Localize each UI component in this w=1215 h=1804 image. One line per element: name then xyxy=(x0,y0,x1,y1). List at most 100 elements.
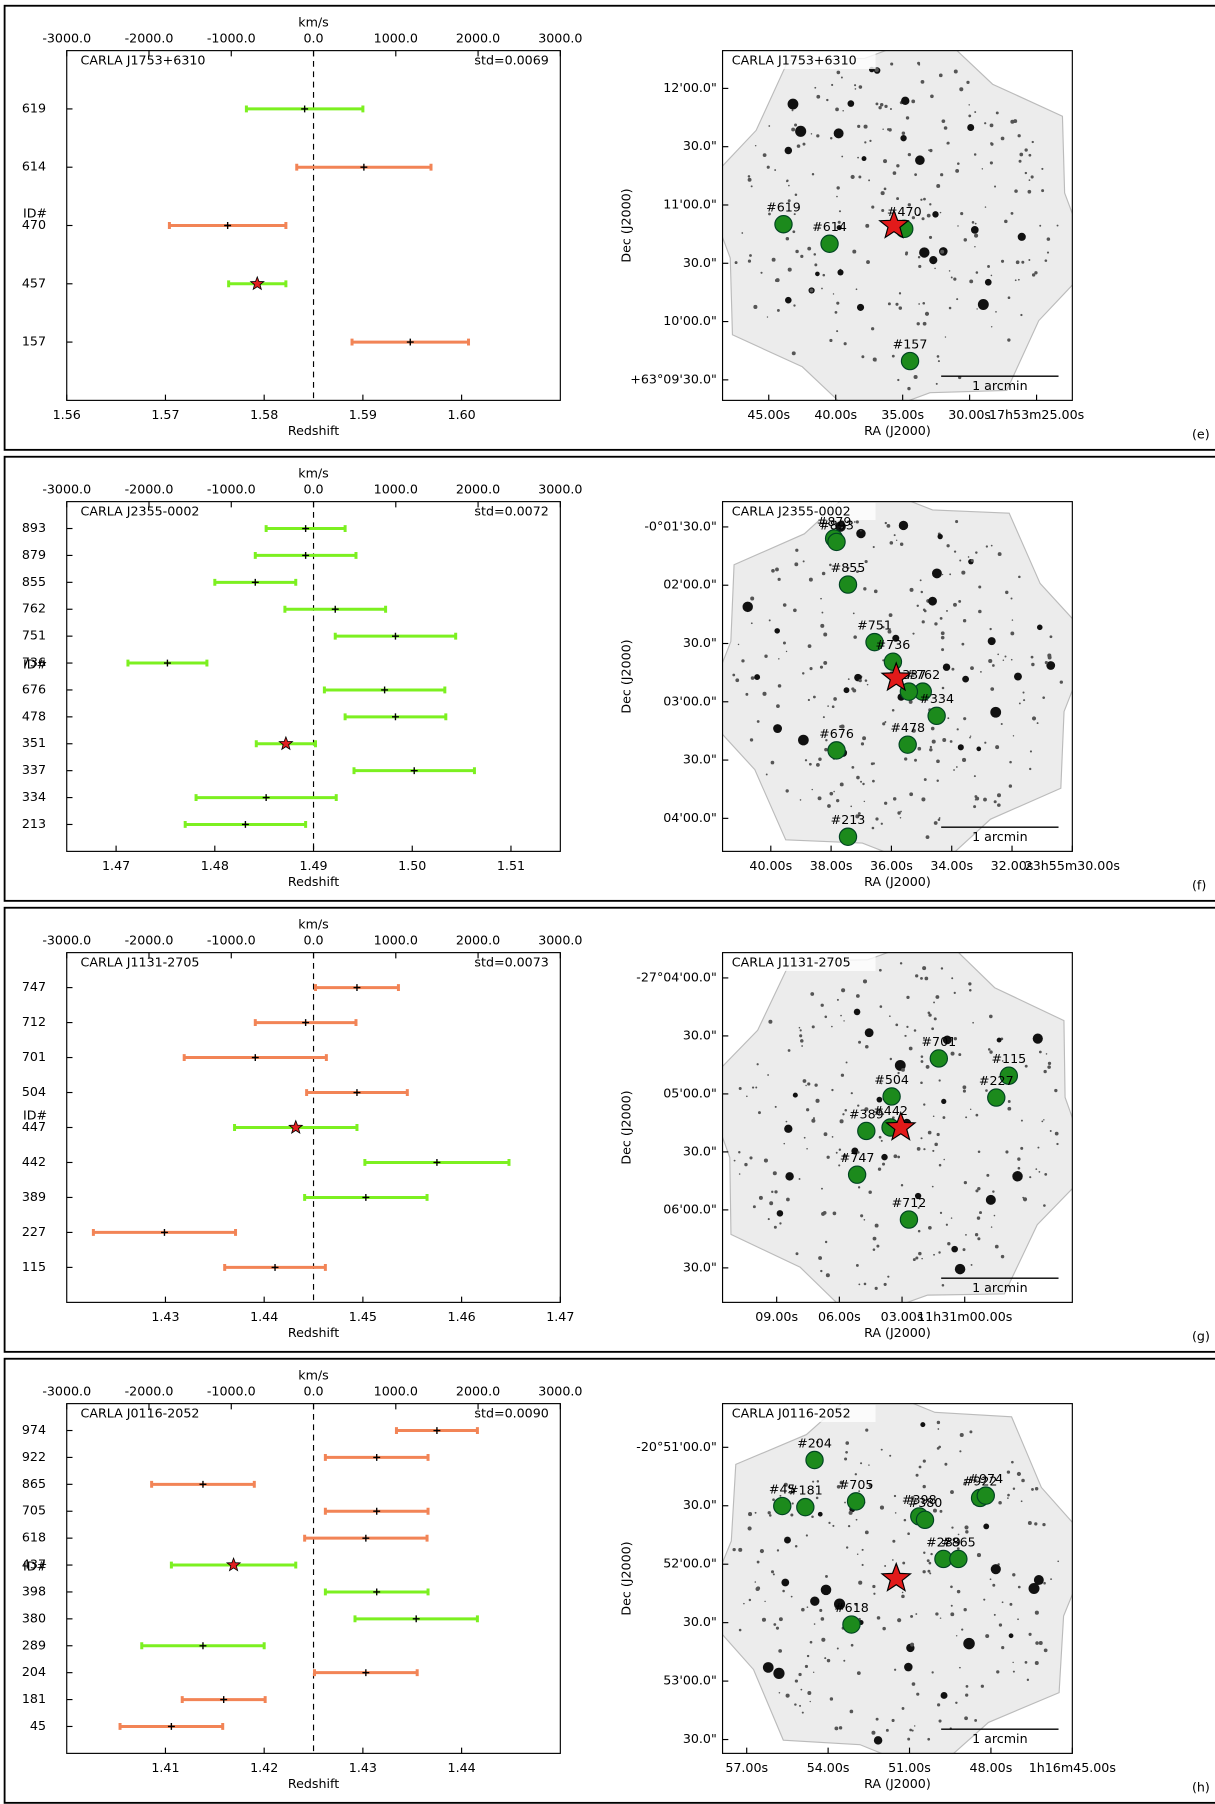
sky-object xyxy=(883,187,887,191)
sky-object xyxy=(950,1217,953,1219)
x2-tick-label: 0.0 xyxy=(303,933,323,948)
sky-object xyxy=(929,748,933,752)
sky-object xyxy=(765,773,768,776)
sky-object xyxy=(882,1113,885,1116)
source-label: #855 xyxy=(831,560,866,575)
sky-object xyxy=(1001,1646,1005,1650)
sky-object xyxy=(1019,152,1024,157)
y-tick-label: 879 xyxy=(22,547,46,562)
sky-object xyxy=(895,539,898,542)
image-frame xyxy=(721,1403,1073,1754)
sky-object xyxy=(994,185,997,188)
source-label: #504 xyxy=(874,1072,909,1087)
x-tick-label: 32.00s xyxy=(991,858,1034,873)
sky-object xyxy=(821,1211,825,1216)
sky-object xyxy=(941,119,946,124)
sky-object xyxy=(805,1084,807,1087)
sky-object xyxy=(1046,251,1050,254)
x-tick-label: 38.00s xyxy=(810,858,853,873)
sky-object xyxy=(953,550,957,553)
x-tick-label: 1.60 xyxy=(448,407,476,422)
title-bg xyxy=(726,953,876,972)
sky-object xyxy=(943,1158,945,1161)
sky-object xyxy=(865,1044,869,1049)
x-tick-label: 40.00s xyxy=(749,858,792,873)
sky-object xyxy=(964,1479,966,1482)
sky-object xyxy=(755,1586,760,1592)
x-tick-label: 57.00s xyxy=(725,1760,768,1775)
sky-object xyxy=(794,123,798,127)
sky-object xyxy=(897,378,900,382)
source-label: #115 xyxy=(991,1051,1026,1066)
sky-object xyxy=(884,521,887,525)
sky-object xyxy=(772,1573,775,1576)
sky-object xyxy=(871,826,875,830)
sky-object xyxy=(884,1565,887,1567)
sky-object xyxy=(980,1684,984,1688)
sky-object xyxy=(872,1236,877,1241)
sky-object xyxy=(917,61,921,65)
sky-object xyxy=(931,568,942,579)
sky-object xyxy=(811,788,813,791)
sky-object xyxy=(907,203,912,207)
x-tick-label: 36.00s xyxy=(870,858,913,873)
sky-object xyxy=(993,1613,996,1616)
sky-object xyxy=(840,1014,842,1017)
sky-object xyxy=(931,1671,934,1674)
sky-object xyxy=(1005,590,1009,595)
sky-object xyxy=(1012,1670,1015,1673)
sky-object xyxy=(953,277,957,281)
sky-object xyxy=(837,269,844,276)
sky-object xyxy=(942,738,947,742)
sky-object xyxy=(1010,597,1013,600)
sky-object xyxy=(963,717,967,721)
y-tick-label: 30.0" xyxy=(683,138,717,153)
sky-object xyxy=(920,1081,923,1085)
x2-tick-label: -1000.0 xyxy=(207,933,256,948)
sky-object xyxy=(1015,260,1020,265)
point xyxy=(392,713,399,721)
sky-object xyxy=(917,256,921,259)
sky-object xyxy=(855,1518,858,1521)
sky-object xyxy=(990,1564,1001,1575)
x-axis-label: Redshift xyxy=(288,1325,339,1340)
sky-object xyxy=(790,1595,793,1598)
sky-object xyxy=(807,698,810,702)
sky-object xyxy=(916,1692,920,1696)
sky-object xyxy=(778,1691,781,1694)
sky-object xyxy=(800,254,804,258)
sky-object xyxy=(1044,259,1048,262)
sky-object xyxy=(749,254,752,257)
sky-object xyxy=(922,301,926,305)
sky-object xyxy=(876,1096,883,1103)
sky-object xyxy=(783,1482,788,1487)
sky-object xyxy=(864,679,868,682)
sky-object xyxy=(888,128,892,132)
sky-object xyxy=(847,100,855,107)
sky-object xyxy=(937,818,941,822)
sky-object xyxy=(812,1480,815,1483)
sky-object xyxy=(745,692,749,696)
sky-object xyxy=(1020,1119,1023,1122)
sky-object xyxy=(852,249,857,254)
sky-object xyxy=(919,247,930,258)
panel-label: (h) xyxy=(1192,1779,1210,1794)
sky-object xyxy=(887,629,892,634)
x-tick-label: 1.49 xyxy=(299,858,327,873)
x2-tick-label: 3000.0 xyxy=(538,933,582,948)
sky-object xyxy=(851,765,855,769)
point xyxy=(373,1453,381,1461)
sky-object xyxy=(883,1282,887,1286)
sky-object xyxy=(961,642,965,646)
sky-object xyxy=(927,1011,931,1015)
sky-object xyxy=(933,1017,937,1021)
panel-label: (e) xyxy=(1192,426,1210,441)
source xyxy=(949,1549,968,1569)
sky-object xyxy=(997,552,1002,557)
y-tick-label: 457 xyxy=(22,275,46,290)
sky-object xyxy=(873,1736,883,1745)
sky-object xyxy=(930,94,934,99)
sky-object xyxy=(931,1185,934,1188)
sky-object xyxy=(829,791,834,796)
sky-object xyxy=(934,622,938,626)
